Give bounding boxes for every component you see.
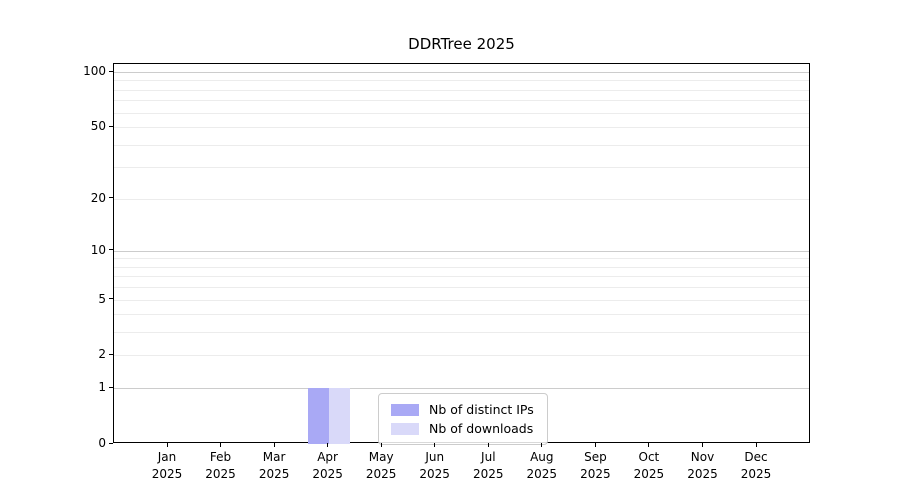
gridline-minor-30 — [114, 167, 809, 169]
x-tick-label-jun: Jun 2025 — [419, 450, 450, 481]
x-tick-mark-sep — [594, 443, 596, 447]
y-tick-mark-0 — [109, 442, 113, 444]
y-tick-label-100: 100 — [83, 64, 106, 78]
y-tick-mark-2 — [109, 353, 113, 355]
gridline-minor-7 — [114, 276, 809, 278]
x-tick-label-nov: Nov 2025 — [687, 450, 718, 481]
x-tick-mark-mar — [273, 443, 275, 447]
gridline-minor-50 — [114, 127, 809, 129]
x-tick-label-feb: Feb 2025 — [205, 450, 236, 481]
x-tick-mark-feb — [220, 443, 221, 447]
gridline-minor-6 — [114, 287, 809, 289]
y-tick-mark-1 — [109, 386, 113, 388]
x-tick-mark-may — [380, 443, 382, 447]
bar-apr-nb-of-distinct-ips — [307, 388, 329, 444]
x-tick-label-dec: Dec 2025 — [740, 450, 772, 481]
y-tick-label-1: 1 — [98, 380, 106, 395]
x-tick-label-jan: Jan 2025 — [151, 450, 183, 481]
y-tick-label-5: 5 — [98, 291, 106, 306]
x-tick-label-apr: Apr 2025 — [312, 450, 343, 481]
y-tick-mark-5 — [109, 298, 113, 300]
gridline-minor-90 — [114, 80, 809, 82]
gridline-minor-20 — [114, 198, 809, 200]
x-tick-label-may: May 2025 — [365, 450, 397, 481]
x-tick-label-sep: Sep 2025 — [580, 450, 611, 481]
x-tick-mark-jan — [166, 443, 168, 447]
y-tick-mark-10 — [109, 249, 113, 251]
legend-swatch-downloads — [391, 422, 419, 435]
y-tick-label-10: 10 — [90, 242, 106, 257]
y-tick-mark-20 — [109, 197, 113, 199]
y-tick-label-2: 2 — [98, 347, 106, 362]
plot-area: Nb of distinct IPs Nb of downloads — [113, 63, 810, 445]
x-tick-label-oct: Oct 2025 — [633, 450, 665, 481]
x-tick-mark-aug — [541, 443, 543, 447]
gridline-minor-8 — [114, 266, 809, 268]
gridline-minor-70 — [114, 100, 809, 102]
legend-swatch-distinct-ips — [391, 403, 419, 416]
x-tick-mark-nov — [702, 443, 703, 447]
gridline-minor-2 — [114, 355, 809, 357]
x-tick-mark-dec — [755, 443, 757, 447]
gridline-minor-40 — [114, 144, 809, 146]
gridline-minor-4 — [114, 314, 809, 316]
chart-title: DDRTree 2025 — [408, 35, 515, 53]
gridline-major-100 — [114, 72, 809, 73]
legend-label-downloads: Nb of downloads — [429, 420, 534, 436]
x-tick-mark-oct — [648, 443, 650, 447]
x-tick-label-jul: Jul 2025 — [473, 450, 504, 481]
legend-item-downloads: Nb of downloads — [387, 419, 539, 438]
x-tick-label-mar: Mar 2025 — [258, 450, 290, 481]
x-tick-label-aug: Aug 2025 — [526, 450, 558, 481]
gridline-minor-80 — [114, 89, 809, 91]
gridline-minor-9 — [114, 258, 809, 260]
x-tick-mark-jun — [434, 443, 436, 447]
y-tick-mark-50 — [109, 125, 113, 127]
y-tick-label-20: 20 — [90, 190, 106, 205]
x-tick-mark-apr — [327, 443, 329, 447]
gridline-major-1 — [114, 388, 809, 390]
legend-label-distinct-ips: Nb of distinct IPs — [429, 401, 534, 417]
x-tick-mark-jul — [487, 443, 489, 447]
y-tick-label-0: 0 — [98, 436, 106, 450]
gridline-major-10 — [114, 250, 809, 252]
gridline-minor-3 — [114, 332, 809, 334]
y-tick-mark-100 — [109, 70, 113, 72]
legend-item-distinct-ips: Nb of distinct IPs — [387, 400, 539, 419]
gridline-minor-5 — [114, 299, 809, 301]
y-tick-label-50: 50 — [90, 119, 106, 134]
legend: Nb of distinct IPs Nb of downloads — [378, 393, 548, 445]
bar-apr-nb-of-downloads — [328, 388, 350, 444]
gridline-minor-60 — [114, 112, 809, 114]
